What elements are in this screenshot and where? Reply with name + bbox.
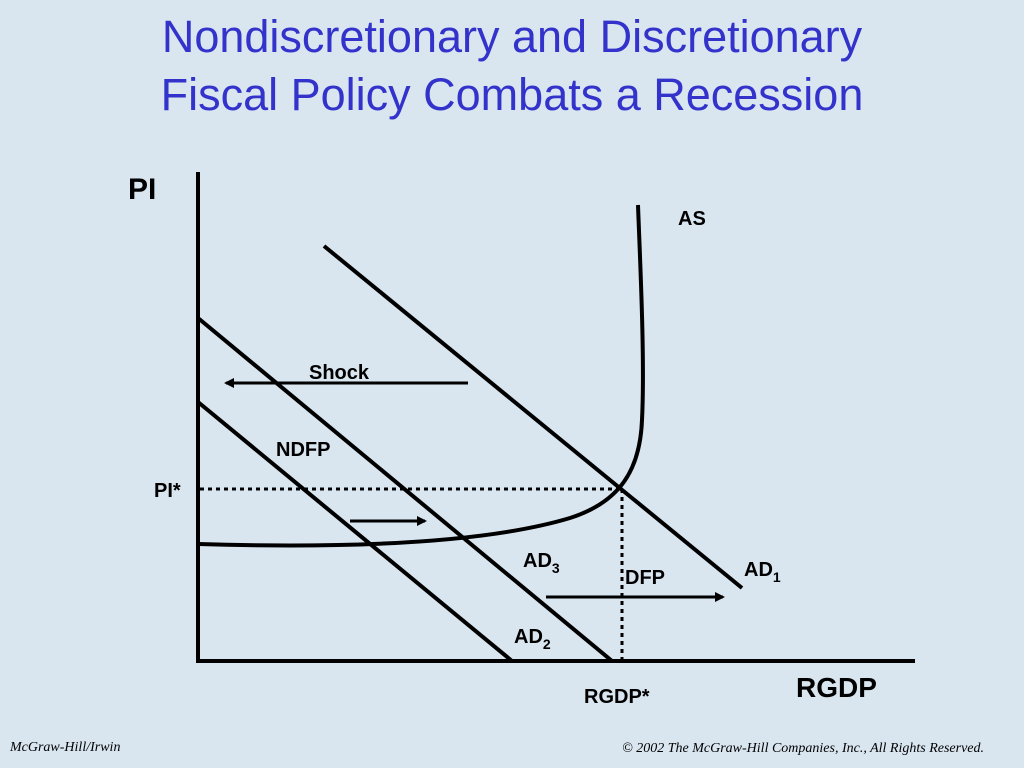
as-curve (197, 204, 645, 548)
y-axis-label: PI (128, 173, 156, 206)
ad2-subscript: 2 (543, 636, 551, 652)
ad2-label: AD2 (514, 626, 551, 652)
ndfp-label: NDFP (276, 439, 330, 461)
shock-label: Shock (309, 362, 370, 384)
title-line-1: Nondiscretionary and Discretionary (161, 11, 863, 62)
title-line-2: Fiscal Policy Combats a Recession (160, 69, 864, 120)
footer-publisher: McGraw-Hill/Irwin (10, 740, 121, 755)
footer-copyright: © 2002 The McGraw-Hill Companies, Inc., … (622, 741, 984, 756)
slide-title: Nondiscretionary and Discretionary Fisca… (0, 8, 1024, 124)
rgdp-star-label: RGDP* (584, 686, 650, 708)
pi-star-label: PI* (154, 480, 181, 502)
as-label: AS (678, 208, 706, 230)
x-axis-label: RGDP (796, 672, 877, 703)
ad1-label: AD1 (744, 559, 781, 585)
dfp-label: DFP (625, 567, 665, 589)
ad1-curve (322, 244, 744, 590)
ad3-curve (196, 316, 614, 663)
ad3-subscript: 3 (552, 560, 560, 576)
ad1-subscript: 1 (773, 569, 781, 585)
ad3-label: AD3 (523, 550, 560, 576)
ad2-curve (196, 400, 514, 663)
